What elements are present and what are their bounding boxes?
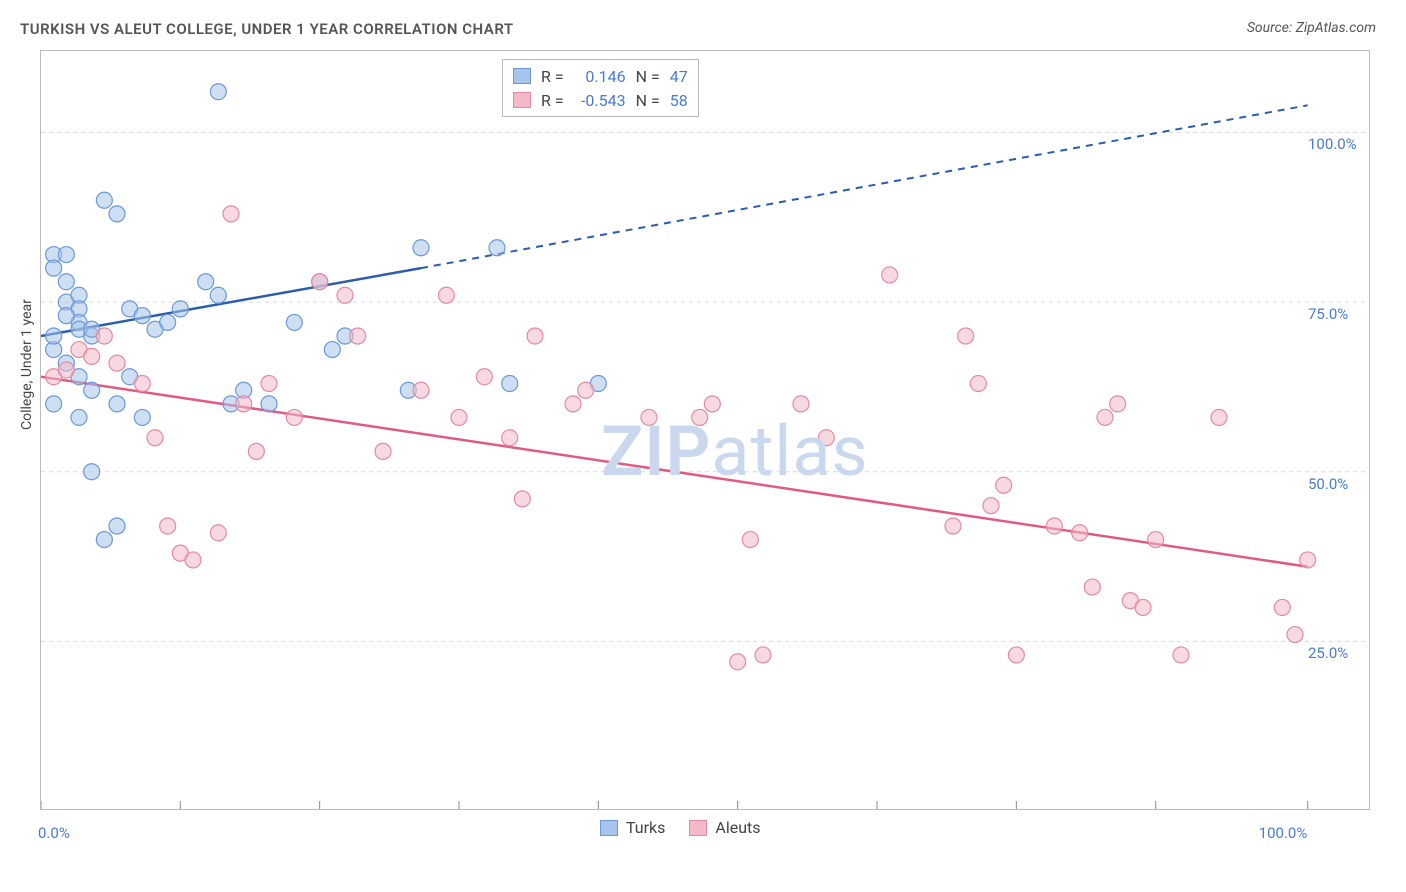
legend-row: R = 0.146 N = 47 (513, 64, 688, 88)
x-tick-label: 0.0% (38, 824, 70, 842)
y-tick-label: 25.0% (1308, 644, 1348, 662)
series-name: Turks (626, 818, 665, 837)
legend-r-label: R = (541, 91, 564, 110)
y-axis-label: College, Under 1 year (19, 299, 35, 430)
y-tick-label: 75.0% (1308, 305, 1348, 323)
series-legend: Turks Aleuts (600, 818, 761, 837)
legend-n-value: 47 (670, 67, 688, 86)
legend-swatch (513, 92, 531, 108)
legend-swatch (600, 820, 618, 836)
source-label: Source: ZipAtlas.com (1247, 20, 1376, 36)
legend-n-value: 58 (670, 91, 688, 110)
x-tick-label: 100.0% (1259, 824, 1308, 842)
series-legend-item: Turks (600, 818, 665, 837)
legend-row: R = -0.543 N = 58 (513, 88, 688, 112)
legend-r-label: R = (541, 67, 564, 86)
y-tick-label: 50.0% (1308, 475, 1348, 493)
legend-swatch (689, 820, 707, 836)
legend-swatch (513, 68, 531, 84)
legend-r-value: -0.543 (574, 91, 626, 110)
chart-title: TURKISH VS ALEUT COLLEGE, UNDER 1 YEAR C… (20, 20, 514, 38)
series-legend-item: Aleuts (689, 818, 760, 837)
correlation-legend: R = 0.146 N = 47 R = -0.543 N = 58 (502, 59, 699, 117)
legend-r-value: 0.146 (574, 67, 626, 86)
series-name: Aleuts (715, 818, 760, 837)
scatter-plot (41, 51, 1369, 809)
y-tick-label: 100.0% (1308, 135, 1357, 153)
legend-n-label: N = (636, 91, 660, 110)
chart-container: ZIPatlas R =0.146N =47R =-0.543N =58 (40, 50, 1370, 810)
legend-n-label: N = (636, 67, 660, 86)
